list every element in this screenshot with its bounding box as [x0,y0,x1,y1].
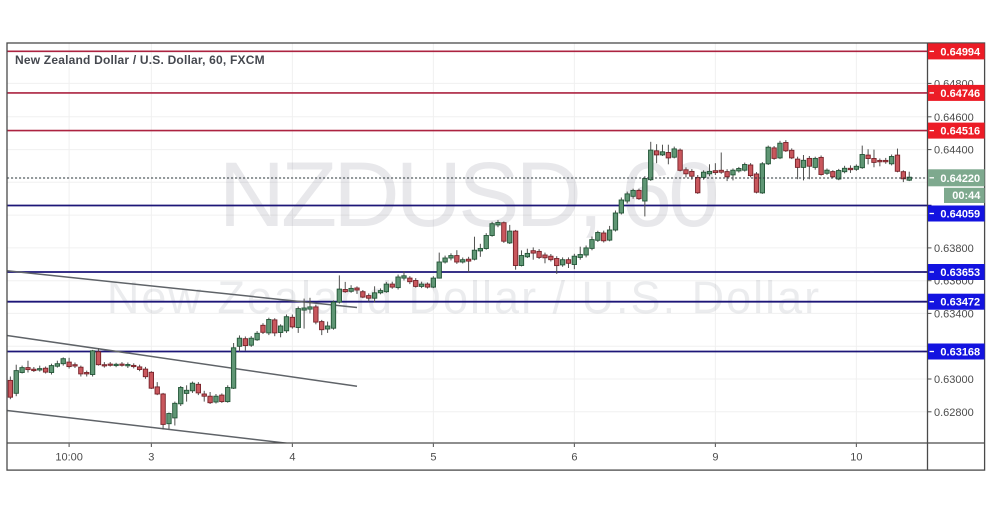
svg-text:0.63653: 0.63653 [940,267,980,279]
svg-text:0.63168: 0.63168 [940,347,980,359]
svg-text:New Zealand Dollar / U.S. Doll: New Zealand Dollar / U.S. Dollar, 60, FX… [15,53,265,67]
svg-text:0.64220: 0.64220 [940,173,980,185]
svg-text:0.63000: 0.63000 [934,374,974,386]
svg-text:0.63400: 0.63400 [934,308,974,320]
svg-text:0.64600: 0.64600 [934,112,974,124]
svg-text:4: 4 [289,452,295,464]
svg-text:3: 3 [148,452,154,464]
svg-text:5: 5 [430,452,436,464]
svg-text:0.64400: 0.64400 [934,145,974,157]
svg-text:0.63472: 0.63472 [940,297,980,309]
svg-text:00:44: 00:44 [952,190,981,202]
svg-text:9: 9 [712,452,718,464]
svg-text:6: 6 [571,452,577,464]
svg-text:0.64516: 0.64516 [940,126,980,138]
svg-text:10:00: 10:00 [55,452,83,464]
svg-text:0.64746: 0.64746 [940,88,980,100]
svg-text:10: 10 [850,452,862,464]
svg-text:New Zealand Dollar / U.S. Doll: New Zealand Dollar / U.S. Dollar [107,272,821,323]
svg-text:0.62800: 0.62800 [934,407,974,419]
svg-text:0.63800: 0.63800 [934,243,974,255]
svg-text:0.64059: 0.64059 [940,209,980,221]
svg-text:0.64994: 0.64994 [940,46,981,58]
